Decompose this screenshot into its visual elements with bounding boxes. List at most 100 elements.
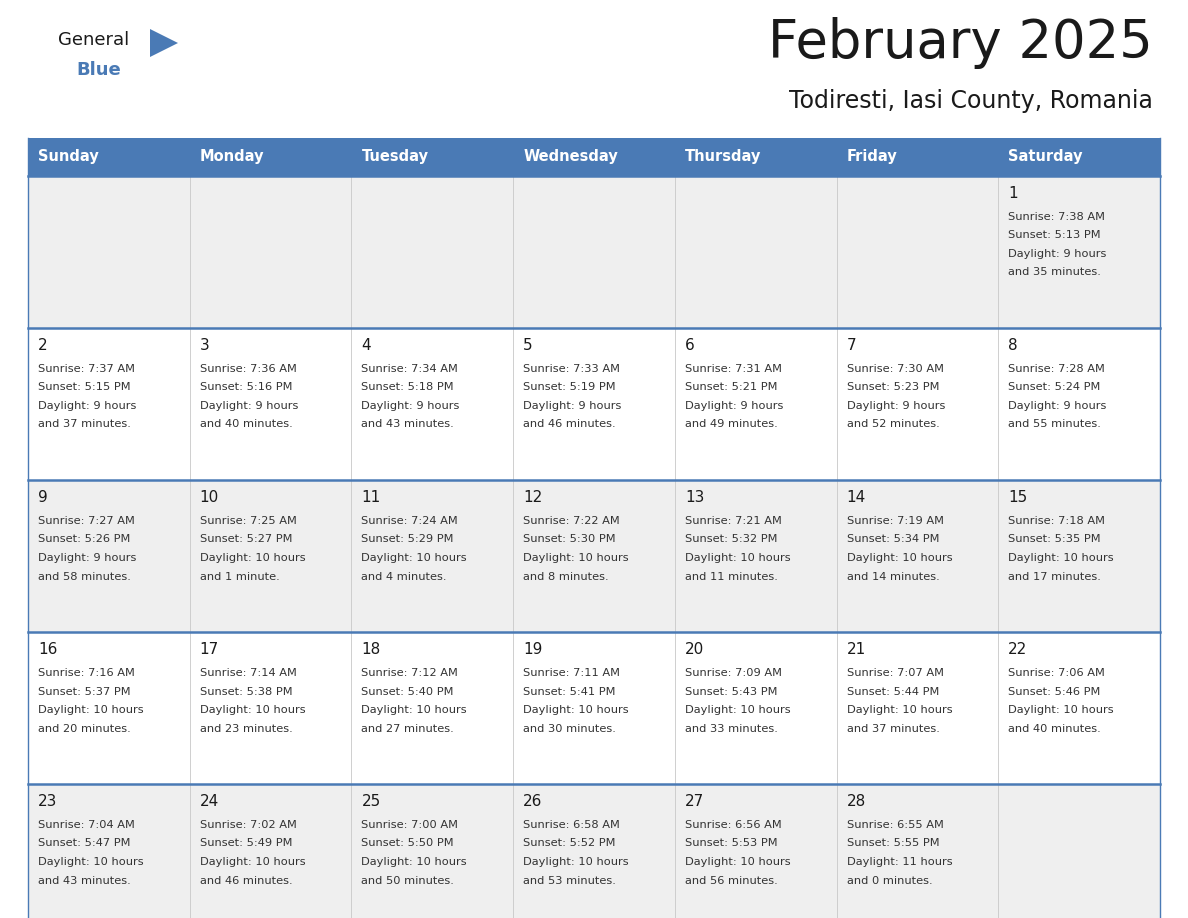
Text: Daylight: 10 hours: Daylight: 10 hours [523,553,628,563]
Text: 27: 27 [684,794,704,809]
Text: February 2025: February 2025 [769,17,1154,69]
Text: Daylight: 10 hours: Daylight: 10 hours [38,857,144,867]
Text: 25: 25 [361,794,380,809]
Text: Sunset: 5:32 PM: Sunset: 5:32 PM [684,534,777,544]
Text: and 35 minutes.: and 35 minutes. [1009,267,1101,277]
Text: Todiresti, Iasi County, Romania: Todiresti, Iasi County, Romania [789,89,1154,113]
Text: Sunset: 5:38 PM: Sunset: 5:38 PM [200,687,292,697]
Text: and 33 minutes.: and 33 minutes. [684,723,778,733]
Text: Sunrise: 6:56 AM: Sunrise: 6:56 AM [684,820,782,830]
Text: Sunrise: 7:00 AM: Sunrise: 7:00 AM [361,820,459,830]
Text: Daylight: 9 hours: Daylight: 9 hours [200,401,298,411]
Text: 17: 17 [200,642,219,657]
Text: 10: 10 [200,490,219,505]
Text: Sunset: 5:21 PM: Sunset: 5:21 PM [684,383,777,393]
Text: Sunset: 5:16 PM: Sunset: 5:16 PM [200,383,292,393]
Text: 20: 20 [684,642,704,657]
Text: Sunrise: 7:24 AM: Sunrise: 7:24 AM [361,516,459,526]
Text: and 17 minutes.: and 17 minutes. [1009,572,1101,581]
Text: Blue: Blue [76,61,121,79]
Text: 1: 1 [1009,186,1018,201]
Text: Daylight: 10 hours: Daylight: 10 hours [38,705,144,715]
Text: and 49 minutes.: and 49 minutes. [684,420,778,430]
Text: Sunrise: 7:07 AM: Sunrise: 7:07 AM [847,668,943,678]
Text: Daylight: 9 hours: Daylight: 9 hours [847,401,944,411]
Text: Sunrise: 7:04 AM: Sunrise: 7:04 AM [38,820,135,830]
Text: Sunset: 5:44 PM: Sunset: 5:44 PM [847,687,939,697]
Text: Sunrise: 7:38 AM: Sunrise: 7:38 AM [1009,212,1105,222]
Text: Sunrise: 7:31 AM: Sunrise: 7:31 AM [684,364,782,374]
Text: 5: 5 [523,338,532,353]
Text: Sunset: 5:37 PM: Sunset: 5:37 PM [38,687,131,697]
Text: 9: 9 [38,490,48,505]
Text: and 40 minutes.: and 40 minutes. [200,420,292,430]
Text: Sunrise: 7:11 AM: Sunrise: 7:11 AM [523,668,620,678]
Text: Sunset: 5:47 PM: Sunset: 5:47 PM [38,838,131,848]
Text: Sunrise: 7:06 AM: Sunrise: 7:06 AM [1009,668,1105,678]
Text: Daylight: 9 hours: Daylight: 9 hours [38,401,137,411]
Text: 19: 19 [523,642,543,657]
Text: Sunrise: 7:21 AM: Sunrise: 7:21 AM [684,516,782,526]
Text: 13: 13 [684,490,704,505]
Text: Daylight: 10 hours: Daylight: 10 hours [523,857,628,867]
Text: Sunset: 5:46 PM: Sunset: 5:46 PM [1009,687,1100,697]
Bar [29,632,1159,784]
Text: Sunset: 5:53 PM: Sunset: 5:53 PM [684,838,777,848]
Text: 2: 2 [38,338,48,353]
Text: Sunset: 5:49 PM: Sunset: 5:49 PM [200,838,292,848]
Text: Daylight: 10 hours: Daylight: 10 hours [200,553,305,563]
Text: Sunrise: 7:16 AM: Sunrise: 7:16 AM [38,668,135,678]
Text: Friday: Friday [847,150,897,164]
Text: Sunset: 5:24 PM: Sunset: 5:24 PM [1009,383,1100,393]
Text: and 8 minutes.: and 8 minutes. [523,572,608,581]
Text: 3: 3 [200,338,209,353]
Text: and 46 minutes.: and 46 minutes. [200,876,292,886]
Text: Sunset: 5:18 PM: Sunset: 5:18 PM [361,383,454,393]
Text: and 50 minutes.: and 50 minutes. [361,876,454,886]
Text: Sunset: 5:19 PM: Sunset: 5:19 PM [523,383,615,393]
Text: Daylight: 10 hours: Daylight: 10 hours [684,553,790,563]
Text: and 37 minutes.: and 37 minutes. [38,420,131,430]
Text: Sunrise: 7:09 AM: Sunrise: 7:09 AM [684,668,782,678]
Text: 16: 16 [38,642,57,657]
Text: Sunrise: 7:30 AM: Sunrise: 7:30 AM [847,364,943,374]
Text: Daylight: 9 hours: Daylight: 9 hours [523,401,621,411]
Text: Daylight: 10 hours: Daylight: 10 hours [361,553,467,563]
Text: Daylight: 9 hours: Daylight: 9 hours [361,401,460,411]
Text: 26: 26 [523,794,543,809]
Text: Sunrise: 7:27 AM: Sunrise: 7:27 AM [38,516,135,526]
Text: and 40 minutes.: and 40 minutes. [1009,723,1101,733]
Text: and 56 minutes.: and 56 minutes. [684,876,778,886]
Text: Daylight: 10 hours: Daylight: 10 hours [361,705,467,715]
Text: Daylight: 10 hours: Daylight: 10 hours [847,553,953,563]
Text: and 43 minutes.: and 43 minutes. [38,876,131,886]
Text: Daylight: 9 hours: Daylight: 9 hours [684,401,783,411]
Text: 14: 14 [847,490,866,505]
Text: Wednesday: Wednesday [523,150,618,164]
Text: and 46 minutes.: and 46 minutes. [523,420,615,430]
Text: Sunrise: 7:34 AM: Sunrise: 7:34 AM [361,364,459,374]
Text: Daylight: 10 hours: Daylight: 10 hours [361,857,467,867]
Text: Sunrise: 6:58 AM: Sunrise: 6:58 AM [523,820,620,830]
Text: Sunset: 5:29 PM: Sunset: 5:29 PM [361,534,454,544]
Text: Daylight: 10 hours: Daylight: 10 hours [523,705,628,715]
Text: 21: 21 [847,642,866,657]
Text: and 55 minutes.: and 55 minutes. [1009,420,1101,430]
Text: Tuesday: Tuesday [361,150,429,164]
Text: and 52 minutes.: and 52 minutes. [847,420,940,430]
Text: Sunrise: 7:33 AM: Sunrise: 7:33 AM [523,364,620,374]
Text: Monday: Monday [200,150,264,164]
Text: 22: 22 [1009,642,1028,657]
Bar [29,176,1159,328]
Text: and 58 minutes.: and 58 minutes. [38,572,131,581]
Text: 23: 23 [38,794,57,809]
Text: Thursday: Thursday [684,150,762,164]
Text: 8: 8 [1009,338,1018,353]
Text: and 14 minutes.: and 14 minutes. [847,572,940,581]
Text: Daylight: 9 hours: Daylight: 9 hours [38,553,137,563]
Text: and 27 minutes.: and 27 minutes. [361,723,454,733]
Text: General: General [58,31,129,49]
Text: and 20 minutes.: and 20 minutes. [38,723,131,733]
Text: 6: 6 [684,338,695,353]
Text: Sunset: 5:52 PM: Sunset: 5:52 PM [523,838,615,848]
